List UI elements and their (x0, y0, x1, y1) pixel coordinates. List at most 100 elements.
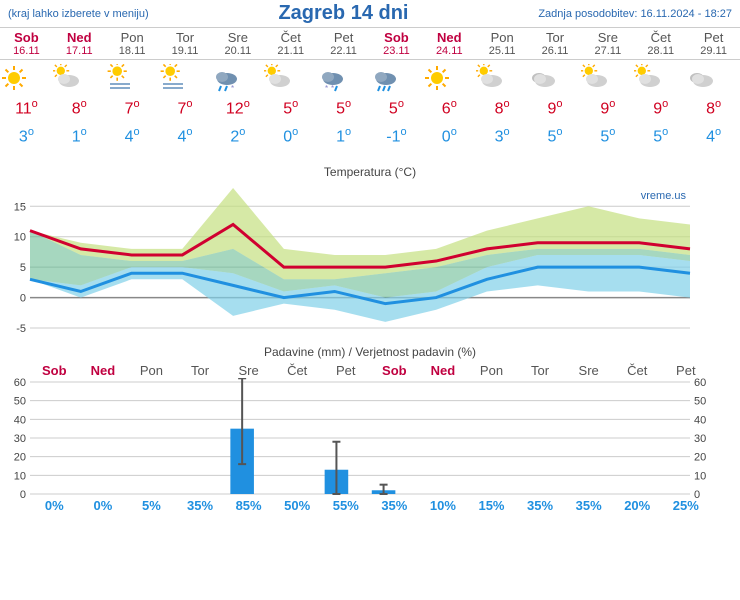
temp-high: 8o (687, 98, 740, 118)
day-header[interactable]: Sre27.11 (581, 28, 634, 59)
temperature-chart: -5051015vreme.us (0, 183, 720, 333)
temp-low: 4o (159, 126, 212, 146)
precip-day: Sob (370, 363, 419, 378)
weather-icon (687, 64, 740, 92)
day-header[interactable]: Ned24.11 (423, 28, 476, 59)
temp-high: 9o (634, 98, 687, 118)
precip-day: Ned (79, 363, 128, 378)
weather-icon (159, 64, 212, 92)
weather-icon: * (211, 64, 264, 92)
svg-text:30: 30 (694, 433, 706, 445)
precip-day: Pon (467, 363, 516, 378)
precip-day: Pet (662, 363, 711, 378)
precip-pct: 20% (613, 498, 662, 513)
weather-icon (53, 64, 106, 92)
svg-text:0: 0 (694, 489, 700, 498)
precip-percentages: 0%0%5%35%85%50%55%35%10%15%35%35%20%25% (0, 498, 740, 513)
svg-text:40: 40 (694, 414, 706, 426)
high-temps: 11o8o7o7o12o5o5o5o6o8o9o9o9o8o (0, 96, 740, 124)
precip-pct: 25% (662, 498, 711, 513)
svg-text:10: 10 (14, 231, 26, 243)
temp-high: 7o (159, 98, 212, 118)
precip-day: Čet (273, 363, 322, 378)
temp-low: 4o (687, 126, 740, 146)
day-header[interactable]: Pon25.11 (476, 28, 529, 59)
svg-text:15: 15 (14, 201, 26, 213)
svg-text:*: * (325, 84, 328, 92)
precip-pct: 10% (419, 498, 468, 513)
svg-text:30: 30 (14, 433, 26, 445)
svg-text:*: * (331, 84, 334, 92)
day-header[interactable]: Čet21.11 (264, 28, 317, 59)
weather-icon: ** (317, 64, 370, 92)
temp-chart-title: Temperatura (°C) (0, 161, 740, 183)
precip-day: Sre (224, 363, 273, 378)
temp-low: 2o (211, 126, 264, 146)
precip-day: Sob (30, 363, 79, 378)
svg-text:vreme.us: vreme.us (641, 190, 687, 202)
menu-hint[interactable]: (kraj lahko izberete v meniju) (8, 8, 149, 20)
precip-day: Pet (321, 363, 370, 378)
precipitation-chart: 00101020203030404050506060 (0, 378, 720, 498)
day-header[interactable]: Pon18.11 (106, 28, 159, 59)
temp-low: 5o (581, 126, 634, 146)
precip-pct: 0% (79, 498, 128, 513)
precip-day: Ned (419, 363, 468, 378)
precip-pct: 55% (321, 498, 370, 513)
precip-pct: 35% (370, 498, 419, 513)
weather-icon (106, 64, 159, 92)
svg-text:10: 10 (694, 470, 706, 482)
day-header[interactable]: Sob16.11 (0, 28, 53, 59)
temp-low: 0o (264, 126, 317, 146)
day-header[interactable]: Pet29.11 (687, 28, 740, 59)
svg-text:60: 60 (694, 378, 706, 389)
precip-pct: 35% (176, 498, 225, 513)
precip-day: Sre (564, 363, 613, 378)
svg-text:*: * (231, 84, 234, 92)
days-header: Sob16.11Ned17.11Pon18.11Tor19.11Sre20.11… (0, 28, 740, 60)
day-header[interactable]: Pet22.11 (317, 28, 370, 59)
day-header[interactable]: Sre20.11 (211, 28, 264, 59)
temp-high: 8o (53, 98, 106, 118)
weather-icon (423, 64, 476, 92)
precip-day: Tor (176, 363, 225, 378)
svg-text:20: 20 (14, 451, 26, 463)
temp-low: 3o (0, 126, 53, 146)
last-update: Zadnja posodobitev: 16.11.2024 - 18:27 (538, 8, 732, 20)
day-header[interactable]: Tor19.11 (159, 28, 212, 59)
weather-icon (581, 64, 634, 92)
precip-day: Čet (613, 363, 662, 378)
temp-high: 6o (423, 98, 476, 118)
temp-low: 3o (476, 126, 529, 146)
svg-text:5: 5 (20, 262, 26, 274)
temp-high: 5o (370, 98, 423, 118)
precip-day: Pon (127, 363, 176, 378)
svg-text:20: 20 (694, 451, 706, 463)
precip-pct: 35% (516, 498, 565, 513)
precip-days-header: SobNedPonTorSreČetPetSobNedPonTorSreČetP… (0, 363, 740, 378)
temp-low: 5o (529, 126, 582, 146)
weather-icon (634, 64, 687, 92)
weather-icon (264, 64, 317, 92)
temp-low: 5o (634, 126, 687, 146)
precip-chart-title: Padavine (mm) / Verjetnost padavin (%) (0, 341, 740, 363)
day-header[interactable]: Ned17.11 (53, 28, 106, 59)
precip-pct: 5% (127, 498, 176, 513)
day-header[interactable]: Tor26.11 (529, 28, 582, 59)
weather-icons: *** (0, 60, 740, 96)
weather-icon (370, 64, 423, 92)
temp-low: -1o (370, 126, 423, 146)
page-title: Zagreb 14 dni (278, 2, 408, 25)
day-header[interactable]: Sob23.11 (370, 28, 423, 59)
svg-text:50: 50 (14, 395, 26, 407)
svg-text:40: 40 (14, 414, 26, 426)
temp-high: 9o (529, 98, 582, 118)
precip-day: Tor (516, 363, 565, 378)
svg-text:-5: -5 (16, 323, 26, 333)
temp-high: 8o (476, 98, 529, 118)
header: (kraj lahko izberete v meniju) Zagreb 14… (0, 0, 740, 28)
weather-icon (529, 64, 582, 92)
temp-high: 9o (581, 98, 634, 118)
temp-high: 5o (317, 98, 370, 118)
day-header[interactable]: Čet28.11 (634, 28, 687, 59)
